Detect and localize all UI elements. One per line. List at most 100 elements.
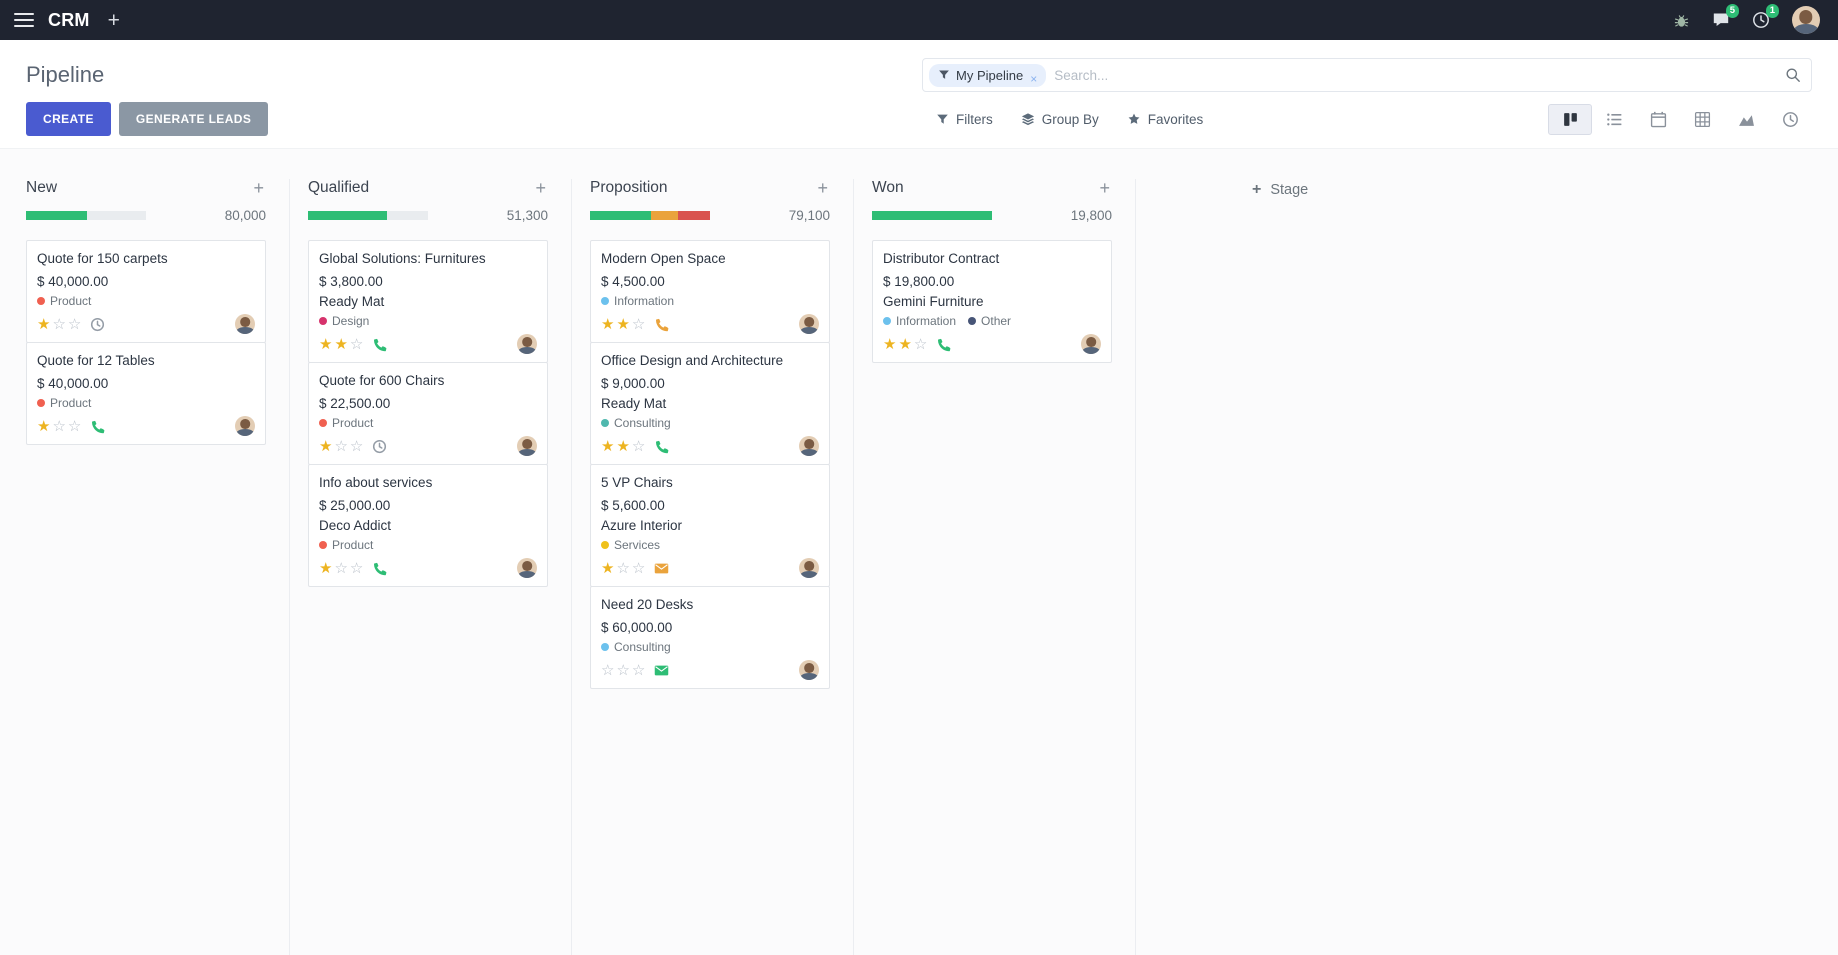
star-filled-icon[interactable]: ★ <box>319 436 333 455</box>
add-record-button[interactable]: + <box>1099 178 1110 198</box>
add-record-button[interactable]: + <box>253 178 264 198</box>
star-empty-icon[interactable]: ☆ <box>913 334 928 353</box>
messages-icon[interactable]: 5 <box>1712 4 1739 29</box>
add-stage-button[interactable]: + Stage <box>1252 181 1308 199</box>
priority-stars[interactable]: ★ ★ ☆ <box>883 336 927 353</box>
star-filled-icon[interactable]: ★ <box>601 558 615 577</box>
phone-activity-icon[interactable] <box>372 561 387 576</box>
create-button[interactable]: CREATE <box>26 102 111 136</box>
star-empty-icon[interactable]: ☆ <box>631 558 646 577</box>
progress-segment[interactable] <box>308 211 388 220</box>
star-empty-icon[interactable]: ☆ <box>631 660 646 679</box>
progress-segment[interactable] <box>677 211 710 220</box>
view-list-button[interactable] <box>1592 104 1636 135</box>
star-filled-icon[interactable]: ★ <box>883 334 897 353</box>
menu-toggle-icon[interactable] <box>14 12 34 28</box>
phone-activity-icon[interactable] <box>654 317 669 332</box>
star-empty-icon[interactable]: ☆ <box>631 314 646 333</box>
debug-bug-icon[interactable] <box>1673 12 1690 29</box>
view-pivot-button[interactable] <box>1680 104 1724 135</box>
search-input[interactable] <box>1054 67 1777 83</box>
kanban-card[interactable]: Quote for 150 carpets $ 40,000.00 Produc… <box>26 240 266 343</box>
phone-activity-icon[interactable] <box>654 439 669 454</box>
star-filled-icon[interactable]: ★ <box>37 314 51 333</box>
star-filled-icon[interactable]: ★ <box>319 334 333 353</box>
envelope-activity-icon[interactable] <box>654 663 669 678</box>
group-by-menu[interactable]: Group By <box>1021 112 1099 127</box>
star-empty-icon[interactable]: ☆ <box>631 436 646 455</box>
progress-segment[interactable] <box>26 211 88 220</box>
priority-stars[interactable]: ★ ★ ☆ <box>601 438 645 455</box>
phone-activity-icon[interactable] <box>936 337 951 352</box>
star-empty-icon[interactable]: ☆ <box>67 314 82 333</box>
priority-stars[interactable]: ★ ☆ ☆ <box>319 438 363 455</box>
star-empty-icon[interactable]: ☆ <box>67 416 82 435</box>
star-empty-icon[interactable]: ☆ <box>616 558 630 577</box>
star-filled-icon[interactable]: ★ <box>898 334 912 353</box>
priority-stars[interactable]: ★ ☆ ☆ <box>37 316 81 333</box>
star-filled-icon[interactable]: ★ <box>334 334 348 353</box>
kanban-card[interactable]: Quote for 600 Chairs $ 22,500.00 Product… <box>308 362 548 465</box>
priority-stars[interactable]: ★ ☆ ☆ <box>37 418 81 435</box>
progress-segment[interactable] <box>651 211 678 220</box>
priority-stars[interactable]: ★ ★ ☆ <box>601 316 645 333</box>
add-record-button[interactable]: + <box>817 178 828 198</box>
phone-activity-icon[interactable] <box>90 419 105 434</box>
star-filled-icon[interactable]: ★ <box>616 436 630 455</box>
filters-menu[interactable]: Filters <box>936 112 993 127</box>
star-filled-icon[interactable]: ★ <box>601 314 615 333</box>
star-empty-icon[interactable]: ☆ <box>334 558 348 577</box>
kanban-card[interactable]: Modern Open Space $ 4,500.00 Information… <box>590 240 830 343</box>
star-empty-icon[interactable]: ☆ <box>349 558 364 577</box>
kanban-card[interactable]: Global Solutions: Furnitures $ 3,800.00 … <box>308 240 548 363</box>
envelope-activity-icon[interactable] <box>654 561 669 576</box>
kanban-card[interactable]: Distributor Contract $ 19,800.00 Gemini … <box>872 240 1112 363</box>
user-avatar[interactable] <box>1792 6 1820 34</box>
kanban-card[interactable]: Office Design and Architecture $ 9,000.0… <box>590 342 830 465</box>
view-kanban-button[interactable] <box>1548 103 1592 135</box>
star-empty-icon[interactable]: ☆ <box>616 660 630 679</box>
kanban-card[interactable]: 5 VP Chairs $ 5,600.00 Azure Interior Se… <box>590 464 830 587</box>
priority-stars[interactable]: ★ ★ ☆ <box>319 336 363 353</box>
clock-activity-icon[interactable] <box>372 439 387 454</box>
column-progressbar[interactable] <box>308 211 428 220</box>
star-empty-icon[interactable]: ☆ <box>52 416 66 435</box>
app-name[interactable]: CRM <box>48 9 90 30</box>
tag-label: Design <box>332 314 370 328</box>
group-by-menu-label: Group By <box>1041 111 1099 127</box>
add-record-button[interactable]: + <box>535 178 546 198</box>
view-calendar-button[interactable] <box>1636 104 1680 135</box>
star-empty-icon[interactable]: ☆ <box>349 436 364 455</box>
star-filled-icon[interactable]: ★ <box>37 416 51 435</box>
favorites-menu[interactable]: Favorites <box>1127 112 1203 127</box>
tag-label: Product <box>332 416 374 430</box>
column-progressbar[interactable] <box>26 211 146 220</box>
star-empty-icon[interactable]: ☆ <box>349 334 364 353</box>
view-graph-button[interactable] <box>1724 104 1768 135</box>
progress-segment[interactable] <box>590 211 652 220</box>
priority-stars[interactable]: ★ ☆ ☆ <box>319 560 363 577</box>
priority-stars[interactable]: ☆ ☆ ☆ <box>601 662 645 679</box>
column-progressbar[interactable] <box>872 211 992 220</box>
add-menu-button[interactable]: + <box>107 8 120 32</box>
priority-stars[interactable]: ★ ☆ ☆ <box>601 560 645 577</box>
column-progressbar[interactable] <box>590 211 710 220</box>
star-empty-icon[interactable]: ☆ <box>601 660 615 679</box>
generate-leads-button[interactable]: GENERATE LEADS <box>118 102 269 136</box>
remove-facet-button[interactable]: × <box>1030 72 1038 86</box>
clock-activity-icon[interactable] <box>90 317 105 332</box>
activities-icon[interactable]: 1 <box>1752 4 1779 29</box>
star-filled-icon[interactable]: ★ <box>601 436 615 455</box>
star-empty-icon[interactable]: ☆ <box>334 436 348 455</box>
progress-segment[interactable] <box>872 211 992 220</box>
star-empty-icon[interactable]: ☆ <box>52 314 66 333</box>
kanban-card[interactable]: Need 20 Desks $ 60,000.00 Consulting ☆ ☆ ☆ <box>590 586 830 689</box>
phone-activity-icon[interactable] <box>372 337 387 352</box>
kanban-card[interactable]: Info about services $ 25,000.00 Deco Add… <box>308 464 548 587</box>
card-partner: Ready Mat <box>319 294 385 309</box>
search-icon[interactable] <box>1785 67 1801 83</box>
kanban-card[interactable]: Quote for 12 Tables $ 40,000.00 Product … <box>26 342 266 445</box>
star-filled-icon[interactable]: ★ <box>616 314 630 333</box>
star-filled-icon[interactable]: ★ <box>319 558 333 577</box>
view-activity-button[interactable] <box>1768 104 1812 135</box>
